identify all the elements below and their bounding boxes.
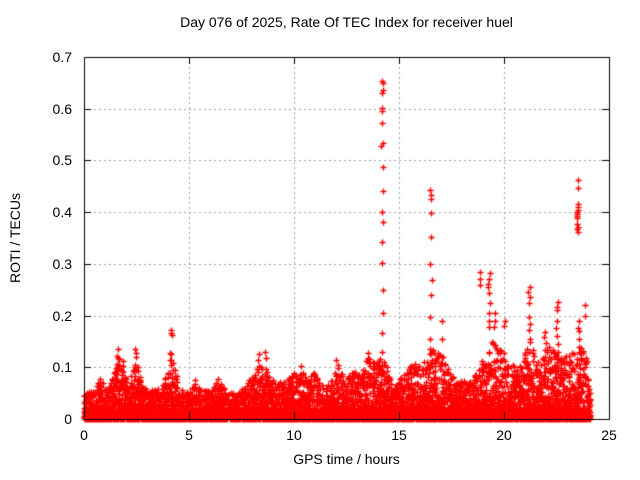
y-tick-label: 0 [64,411,72,427]
x-tick-label: 20 [496,427,512,443]
x-axis-title: GPS time / hours [293,451,400,467]
x-tick-label: 10 [286,427,302,443]
y-tick-label: 0.6 [52,100,72,117]
y-tick-label: 0.5 [52,152,72,169]
y-tick-label: 0.4 [52,204,72,221]
y-tick-label: 0.3 [52,255,72,272]
y-tick-label: 0.7 [52,49,72,65]
chart-title: Day 076 of 2025, Rate Of TEC Index for r… [180,14,513,30]
x-tick-label: 15 [391,427,407,443]
x-tick-label: 0 [80,427,88,443]
x-tick-label: 25 [601,427,617,443]
y-tick-label: 0.2 [52,307,72,324]
y-tick-label: 0.1 [52,359,72,376]
x-tick-label: 5 [185,427,193,443]
